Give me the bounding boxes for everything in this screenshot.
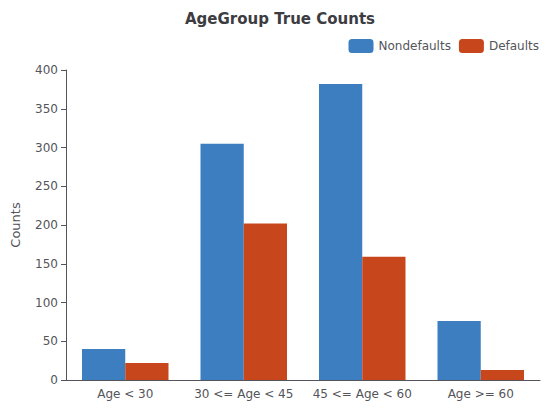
svg-text:350: 350 bbox=[35, 102, 58, 116]
svg-text:Age >= 60: Age >= 60 bbox=[448, 387, 514, 401]
svg-text:Nondefaults: Nondefaults bbox=[379, 39, 451, 53]
svg-text:150: 150 bbox=[35, 257, 58, 271]
svg-text:100: 100 bbox=[35, 296, 58, 310]
svg-text:0: 0 bbox=[50, 373, 58, 387]
svg-text:50: 50 bbox=[43, 334, 58, 348]
svg-text:Counts: Counts bbox=[8, 202, 23, 248]
svg-text:45 <= Age < 60: 45 <= Age < 60 bbox=[313, 387, 412, 401]
svg-text:250: 250 bbox=[35, 179, 58, 193]
svg-text:400: 400 bbox=[35, 63, 58, 77]
svg-text:200: 200 bbox=[35, 218, 58, 232]
svg-text:AgeGroup True Counts: AgeGroup True Counts bbox=[185, 10, 375, 28]
svg-text:300: 300 bbox=[35, 141, 58, 155]
svg-text:30 <= Age < 45: 30 <= Age < 45 bbox=[194, 387, 293, 401]
svg-text:Defaults: Defaults bbox=[489, 39, 539, 53]
svg-text:Age < 30: Age < 30 bbox=[97, 387, 153, 401]
